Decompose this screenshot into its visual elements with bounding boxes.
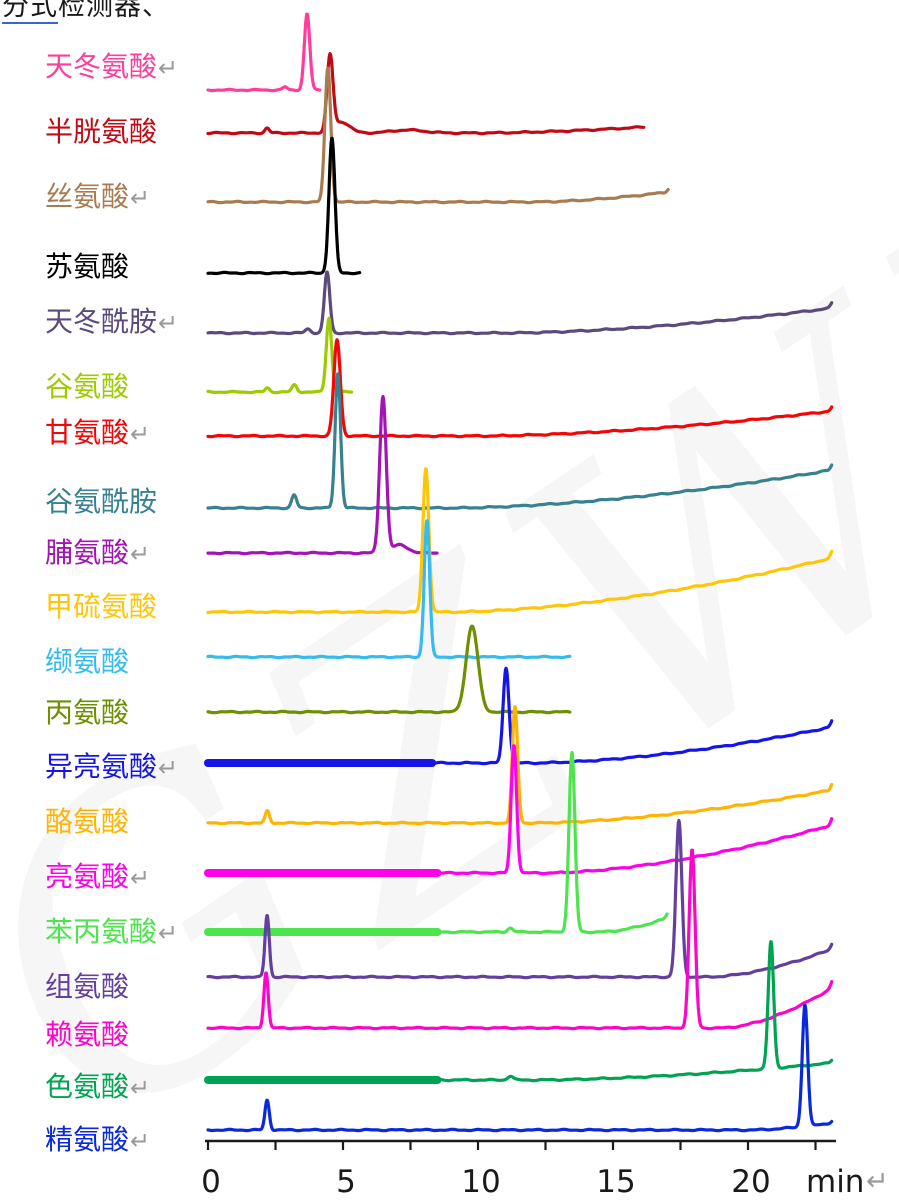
trace-label-text-arg: 精氨酸 bbox=[45, 1123, 130, 1156]
paragraph-return-icon: ↵ bbox=[130, 184, 151, 212]
trace-label-text-cys: 半胱氨酸 bbox=[45, 115, 158, 148]
trace-label-text-val: 缬氨酸 bbox=[45, 645, 130, 678]
paragraph-return-icon: ↵ bbox=[866, 1166, 889, 1197]
x-axis-tick-label-15: 15 bbox=[596, 1164, 635, 1200]
trace-label-lys: 赖氨酸 bbox=[45, 1021, 129, 1049]
trace-line-asp bbox=[206, 12, 322, 93]
trace-line-trp bbox=[206, 940, 834, 1083]
trace-label-pro: 脯氨酸↵ bbox=[45, 539, 150, 567]
trace-label-text-leu: 亮氨酸 bbox=[45, 860, 130, 893]
trace-line-tyr bbox=[206, 705, 834, 826]
trace-label-text-asp: 天冬氨酸 bbox=[45, 50, 158, 83]
x-axis-tick-label-5: 5 bbox=[336, 1164, 356, 1200]
x-axis-unit-label: min bbox=[806, 1164, 864, 1200]
paragraph-return-icon: ↵ bbox=[130, 864, 151, 892]
x-axis-tick-label-0: 0 bbox=[201, 1164, 221, 1200]
trace-label-text-phe: 苯丙氨酸 bbox=[45, 915, 158, 948]
trace-line-thr bbox=[206, 136, 362, 276]
header-partial-text: 分式检测器、 bbox=[2, 0, 170, 24]
paragraph-return-icon: ↵ bbox=[158, 754, 179, 782]
paragraph-return-icon: ↵ bbox=[130, 1074, 151, 1102]
paragraph-return-icon: ↵ bbox=[130, 420, 151, 448]
trace-label-leu: 亮氨酸↵ bbox=[45, 863, 150, 891]
trace-line-asn bbox=[206, 270, 834, 336]
trace-label-text-ile: 异亮氨酸 bbox=[45, 750, 158, 783]
trace-label-text-lys: 赖氨酸 bbox=[45, 1018, 130, 1051]
trace-line-met bbox=[206, 467, 834, 615]
trace-label-text-gly: 甘氨酸 bbox=[45, 416, 130, 449]
trace-line-phe bbox=[206, 750, 669, 935]
trace-line-lys bbox=[206, 848, 834, 1031]
trace-label-met: 甲硫氨酸 bbox=[45, 593, 157, 621]
trace-label-text-ala: 丙氨酸 bbox=[45, 696, 130, 729]
paragraph-return-icon: ↵ bbox=[158, 309, 179, 337]
paragraph-return-icon: ↵ bbox=[130, 540, 151, 568]
x-axis-tick-label-20: 20 bbox=[731, 1164, 770, 1200]
trace-label-thr: 苏氨酸 bbox=[45, 253, 129, 281]
trace-line-gln bbox=[206, 372, 834, 511]
trace-label-his: 组氨酸 bbox=[45, 973, 129, 1001]
trace-label-text-tyr: 酪氨酸 bbox=[45, 805, 130, 838]
trace-line-ser bbox=[206, 66, 670, 205]
trace-label-glu: 谷氨酸 bbox=[45, 373, 129, 401]
trace-label-gln: 谷氨酰胺 bbox=[45, 488, 157, 516]
trace-line-gly bbox=[206, 338, 834, 439]
trace-line-val bbox=[206, 519, 572, 660]
trace-line-ala bbox=[206, 624, 572, 715]
header-underlined-text: 分式 bbox=[2, 0, 58, 24]
trace-label-text-glu: 谷氨酸 bbox=[45, 370, 130, 403]
trace-line-cys bbox=[206, 52, 646, 136]
paragraph-return-icon: ↵ bbox=[158, 919, 179, 947]
trace-label-text-ser: 丝氨酸 bbox=[45, 180, 130, 213]
trace-label-text-pro: 脯氨酸 bbox=[45, 536, 130, 569]
trace-line-pro bbox=[206, 395, 439, 556]
trace-label-gly: 甘氨酸↵ bbox=[45, 419, 150, 447]
trace-label-cys: 半胱氨酸 bbox=[45, 118, 157, 146]
trace-label-text-met: 甲硫氨酸 bbox=[45, 590, 158, 623]
paragraph-return-icon: ↵ bbox=[158, 54, 179, 82]
trace-label-phe: 苯丙氨酸↵ bbox=[45, 918, 178, 946]
trace-line-his bbox=[206, 818, 834, 980]
trace-label-text-gln: 谷氨酰胺 bbox=[45, 485, 158, 518]
x-axis-tick-label-10: 10 bbox=[461, 1164, 500, 1200]
trace-label-asn: 天冬酰胺↵ bbox=[45, 308, 178, 336]
trace-label-text-trp: 色氨酸 bbox=[45, 1070, 130, 1103]
trace-label-tyr: 酪氨酸 bbox=[45, 808, 129, 836]
trace-label-val: 缬氨酸 bbox=[45, 648, 129, 676]
trace-line-glu bbox=[206, 316, 354, 395]
trace-line-arg bbox=[206, 1003, 834, 1133]
trace-label-ile: 异亮氨酸↵ bbox=[45, 753, 178, 781]
header-rest-text: 检测器、 bbox=[58, 0, 170, 22]
trace-label-asp: 天冬氨酸↵ bbox=[45, 53, 178, 81]
paragraph-return-icon: ↵ bbox=[130, 1127, 151, 1155]
trace-label-text-his: 组氨酸 bbox=[45, 970, 130, 1003]
trace-label-ala: 丙氨酸 bbox=[45, 699, 129, 727]
trace-label-arg: 精氨酸↵ bbox=[45, 1126, 150, 1154]
trace-line-ile bbox=[206, 666, 834, 766]
trace-label-text-asn: 天冬酰胺 bbox=[45, 305, 158, 338]
trace-label-text-thr: 苏氨酸 bbox=[45, 250, 130, 283]
trace-label-ser: 丝氨酸↵ bbox=[45, 183, 150, 211]
trace-label-trp: 色氨酸↵ bbox=[45, 1073, 150, 1101]
